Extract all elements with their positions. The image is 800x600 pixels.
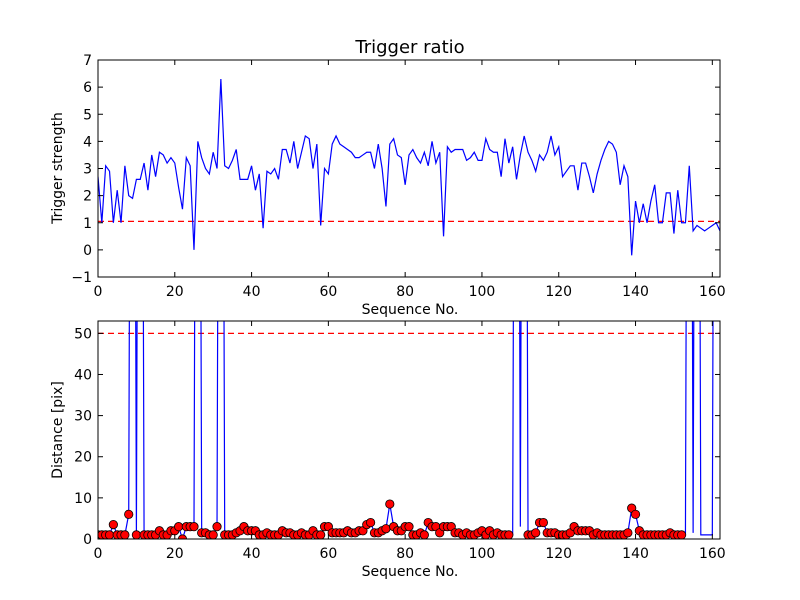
distance-point-8 — [124, 509, 134, 519]
trigger-x-tick-label: 0 — [94, 284, 103, 300]
trigger-y-tick-label: 5 — [83, 107, 92, 123]
distance-y-tick-label: 20 — [74, 450, 92, 466]
distance-point-152 — [677, 530, 687, 539]
distance-y-tick-label: 0 — [83, 532, 92, 548]
distance-point-140 — [630, 509, 641, 519]
distance-x-tick-label: 40 — [243, 546, 261, 562]
trigger-y-tick-label: 7 — [83, 53, 92, 69]
trigger-y-tick-label: 3 — [83, 162, 92, 178]
trigger-y-tick-label: 2 — [83, 189, 92, 205]
trigger-y-tick-label: 1 — [83, 216, 92, 232]
trigger-plot-area — [98, 78, 720, 256]
trigger-x-tick-label: 120 — [545, 284, 572, 300]
distance-point-30 — [208, 530, 218, 539]
trigger-x-tick-label: 40 — [243, 284, 261, 300]
trigger-x-axis-label: Sequence No. — [362, 302, 459, 318]
trigger-y-tick-label: −1 — [71, 270, 92, 286]
distance-clipped-marks — [98, 321, 720, 539]
distance-point-21 — [174, 522, 184, 532]
trigger-y-tick-label: 6 — [83, 80, 92, 96]
distance-plot-frame — [97, 320, 721, 540]
trigger-x-tick-label: 140 — [622, 284, 649, 300]
trigger-clipped-marks — [98, 78, 720, 256]
distance-point-116 — [538, 517, 548, 528]
distance-x-tick-label: 120 — [545, 546, 572, 562]
distance-point-81 — [404, 522, 414, 532]
distance-point-138 — [623, 528, 633, 538]
distance-point-75 — [381, 524, 391, 534]
chart-title: Trigger ratio — [354, 37, 464, 58]
distance-x-axis-label: Sequence No. — [362, 564, 459, 580]
trigger-y-tick-label: 0 — [83, 243, 92, 259]
trigger-x-tick-label: 60 — [319, 284, 337, 300]
distance-axis-ticks: 0 20 40 60 80 100 120 140 160 0 10 20 30 40 50 — [74, 321, 726, 562]
distance-x-tick-label: 80 — [396, 546, 414, 562]
distance-point-58 — [316, 530, 326, 539]
distance-x-tick-label: 100 — [469, 546, 496, 562]
trigger-x-tick-label: 20 — [166, 284, 184, 300]
distance-point-7 — [120, 530, 130, 539]
distance-x-tick-label: 20 — [166, 546, 184, 562]
distance-x-tick-label: 140 — [622, 546, 649, 562]
trigger-x-tick-label: 160 — [699, 284, 726, 300]
trigger-series-line — [98, 78, 720, 256]
trigger-y-axis-label: Trigger strength — [50, 112, 66, 225]
distance-point-71 — [366, 517, 376, 528]
distance-y-tick-label: 40 — [74, 367, 92, 383]
distance-x-tick-label: 60 — [319, 546, 337, 562]
trigger-y-tick-label: 4 — [83, 134, 92, 150]
distance-point-114 — [531, 528, 541, 538]
distance-y-tick-label: 30 — [74, 409, 92, 425]
distance-point-4 — [108, 520, 118, 530]
trigger-x-tick-label: 100 — [469, 284, 496, 300]
trigger-ratio-plot: Trigger ratio 0 20 40 60 80 100 120 140 160−1012… — [50, 37, 726, 318]
distance-point-10 — [131, 530, 141, 539]
distance-point-3 — [104, 530, 115, 539]
distance-plot-area — [98, 321, 720, 539]
distance-y-tick-label: 50 — [74, 326, 92, 342]
distance-point-85 — [419, 530, 429, 539]
distance-plot: 0 20 40 60 80 100 120 140 160 0 10 20 30 40 50 Sequenc… — [50, 320, 726, 580]
distance-point-76 — [385, 499, 395, 509]
distance-x-tick-label: 0 — [94, 546, 103, 562]
distance-y-axis-label: Distance [pix] — [50, 381, 66, 479]
distance-x-tick-label: 160 — [699, 546, 726, 562]
trigger-x-tick-label: 80 — [396, 284, 414, 300]
distance-point-25 — [189, 522, 199, 532]
distance-point-31 — [212, 522, 222, 532]
distance-y-tick-label: 10 — [74, 491, 92, 507]
distance-point-107 — [504, 530, 514, 539]
